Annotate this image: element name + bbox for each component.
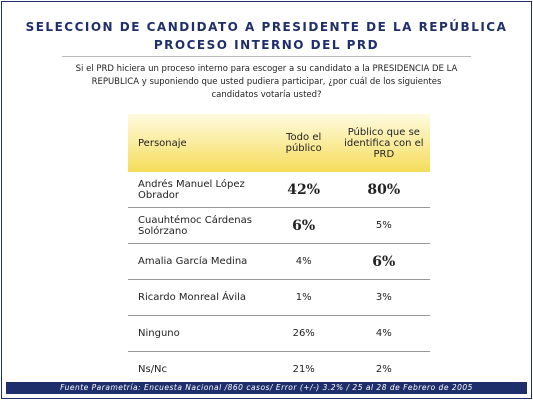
question-line: Si el PRD hiciera un proceso interno par… xyxy=(75,64,458,74)
row: Ricardo Monreal Ávila 1% 3% xyxy=(128,279,430,316)
cell: Cuauhtémoc Cárdenas Solórzano xyxy=(128,207,270,244)
column-header: Personaje xyxy=(128,114,270,172)
title: SELECCION DE CANDIDATO A PRESIDENTE DE L… xyxy=(25,20,508,34)
cell: 5% xyxy=(337,207,430,244)
column-header: Todo el público xyxy=(269,114,338,172)
cell: Amalia García Medina xyxy=(128,243,270,280)
column-header: Público que se identifica con el PRD xyxy=(337,114,430,172)
subtitle: PROCESO INTERNO DEL PRD xyxy=(153,38,380,52)
cell: 3% xyxy=(337,279,430,316)
cell: 21% xyxy=(269,351,338,388)
cell: 6% xyxy=(337,243,430,280)
footer: Fuente Parametría: Encuesta Nacional /86… xyxy=(6,382,527,394)
row: Ns/Nc 21% 2% xyxy=(128,351,430,388)
row: Andrés Manuel López Obrador 42% 80% xyxy=(128,172,430,208)
row: Ninguno 26% 4% xyxy=(128,315,430,352)
divider xyxy=(62,56,471,57)
cell: 6% xyxy=(269,207,338,244)
header-row: Personaje Todo el público Público que se… xyxy=(128,114,430,172)
cell: 4% xyxy=(269,243,338,280)
cell: Andrés Manuel López Obrador xyxy=(128,172,270,208)
cell: 2% xyxy=(337,351,430,388)
question-line: candidatos votaría usted? xyxy=(211,90,322,100)
question-line: REPUBLICA y suponiendo que usted pudiera… xyxy=(91,77,442,87)
cell: 1% xyxy=(269,279,338,316)
cell: Ricardo Monreal Ávila xyxy=(128,279,270,316)
cell: Ninguno xyxy=(128,315,270,352)
cell: 26% xyxy=(269,315,338,352)
row: Cuauhtémoc Cárdenas Solórzano 6% 5% xyxy=(128,207,430,244)
row: Amalia García Medina 4% 6% xyxy=(128,243,430,280)
cell: 4% xyxy=(337,315,430,352)
cell: Ns/Nc xyxy=(128,351,270,388)
cell: 42% xyxy=(269,172,338,208)
results-table: Personaje Todo el público Público que se… xyxy=(128,114,430,388)
cell: 80% xyxy=(337,172,430,208)
